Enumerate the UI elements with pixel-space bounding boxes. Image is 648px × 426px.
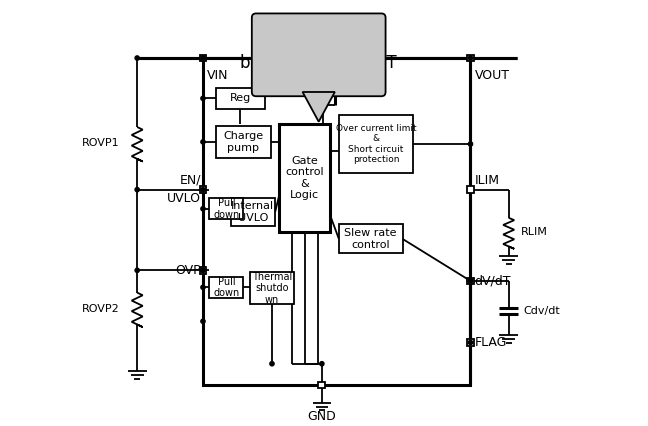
Bar bbox=[467, 339, 474, 346]
Bar bbox=[200, 267, 206, 274]
Bar bbox=[467, 278, 474, 284]
Text: Internal
UVLO: Internal UVLO bbox=[231, 201, 275, 223]
Circle shape bbox=[201, 140, 205, 144]
Circle shape bbox=[201, 268, 205, 273]
Circle shape bbox=[270, 362, 274, 366]
Text: VOUT: VOUT bbox=[475, 69, 510, 81]
Text: Cdv/dt: Cdv/dt bbox=[524, 306, 561, 316]
Text: dV/dT: dV/dT bbox=[475, 274, 511, 288]
Bar bbox=[339, 115, 413, 173]
Text: GND: GND bbox=[308, 410, 336, 423]
Circle shape bbox=[201, 207, 205, 211]
Circle shape bbox=[135, 268, 139, 273]
Circle shape bbox=[469, 142, 472, 146]
Circle shape bbox=[201, 285, 205, 289]
Text: Thermal
shutdo
wn: Thermal shutdo wn bbox=[252, 272, 292, 305]
Bar bbox=[231, 198, 275, 226]
Bar bbox=[200, 55, 206, 61]
Text: EN/: EN/ bbox=[179, 174, 201, 187]
Polygon shape bbox=[303, 92, 335, 122]
Text: Slew rate
control: Slew rate control bbox=[345, 228, 397, 250]
Bar bbox=[279, 124, 330, 232]
Text: FLAG: FLAG bbox=[475, 336, 507, 349]
Text: UVLO: UVLO bbox=[167, 193, 201, 205]
Text: ILIM: ILIM bbox=[475, 174, 500, 187]
Circle shape bbox=[135, 187, 139, 192]
Circle shape bbox=[469, 340, 472, 345]
Bar bbox=[216, 88, 264, 109]
Text: ROVP1: ROVP1 bbox=[82, 138, 119, 148]
Circle shape bbox=[333, 56, 337, 60]
Text: OVP: OVP bbox=[175, 264, 201, 277]
Bar bbox=[467, 186, 474, 193]
Bar bbox=[467, 55, 474, 61]
Bar bbox=[339, 225, 402, 253]
Text: Charge
pump: Charge pump bbox=[224, 131, 263, 153]
Text: Pull
down: Pull down bbox=[213, 276, 240, 298]
Text: RCB function
by built-in MOSFET: RCB function by built-in MOSFET bbox=[240, 33, 397, 72]
Bar bbox=[203, 58, 470, 385]
Circle shape bbox=[135, 56, 139, 60]
Bar bbox=[209, 277, 243, 298]
Text: Gate
control
&
Logic: Gate control & Logic bbox=[286, 155, 324, 200]
Text: Over current limit
&
Short circuit
protection: Over current limit & Short circuit prote… bbox=[336, 124, 416, 164]
Text: Reg: Reg bbox=[229, 93, 251, 104]
Bar bbox=[249, 273, 294, 304]
Bar bbox=[216, 126, 271, 158]
Text: Pull
down: Pull down bbox=[213, 198, 240, 219]
Circle shape bbox=[201, 56, 205, 60]
Bar bbox=[200, 186, 206, 193]
Circle shape bbox=[201, 268, 205, 273]
Bar bbox=[318, 382, 325, 389]
Circle shape bbox=[201, 96, 205, 101]
Text: ROVP2: ROVP2 bbox=[82, 304, 119, 314]
Circle shape bbox=[201, 319, 205, 323]
Bar bbox=[209, 198, 243, 219]
Circle shape bbox=[319, 362, 324, 366]
Text: VIN: VIN bbox=[207, 69, 229, 81]
Text: RLIM: RLIM bbox=[520, 227, 548, 237]
FancyBboxPatch shape bbox=[252, 14, 386, 96]
Circle shape bbox=[469, 279, 472, 283]
Circle shape bbox=[201, 187, 205, 192]
Circle shape bbox=[308, 56, 312, 60]
Circle shape bbox=[469, 56, 472, 60]
Circle shape bbox=[469, 279, 472, 283]
